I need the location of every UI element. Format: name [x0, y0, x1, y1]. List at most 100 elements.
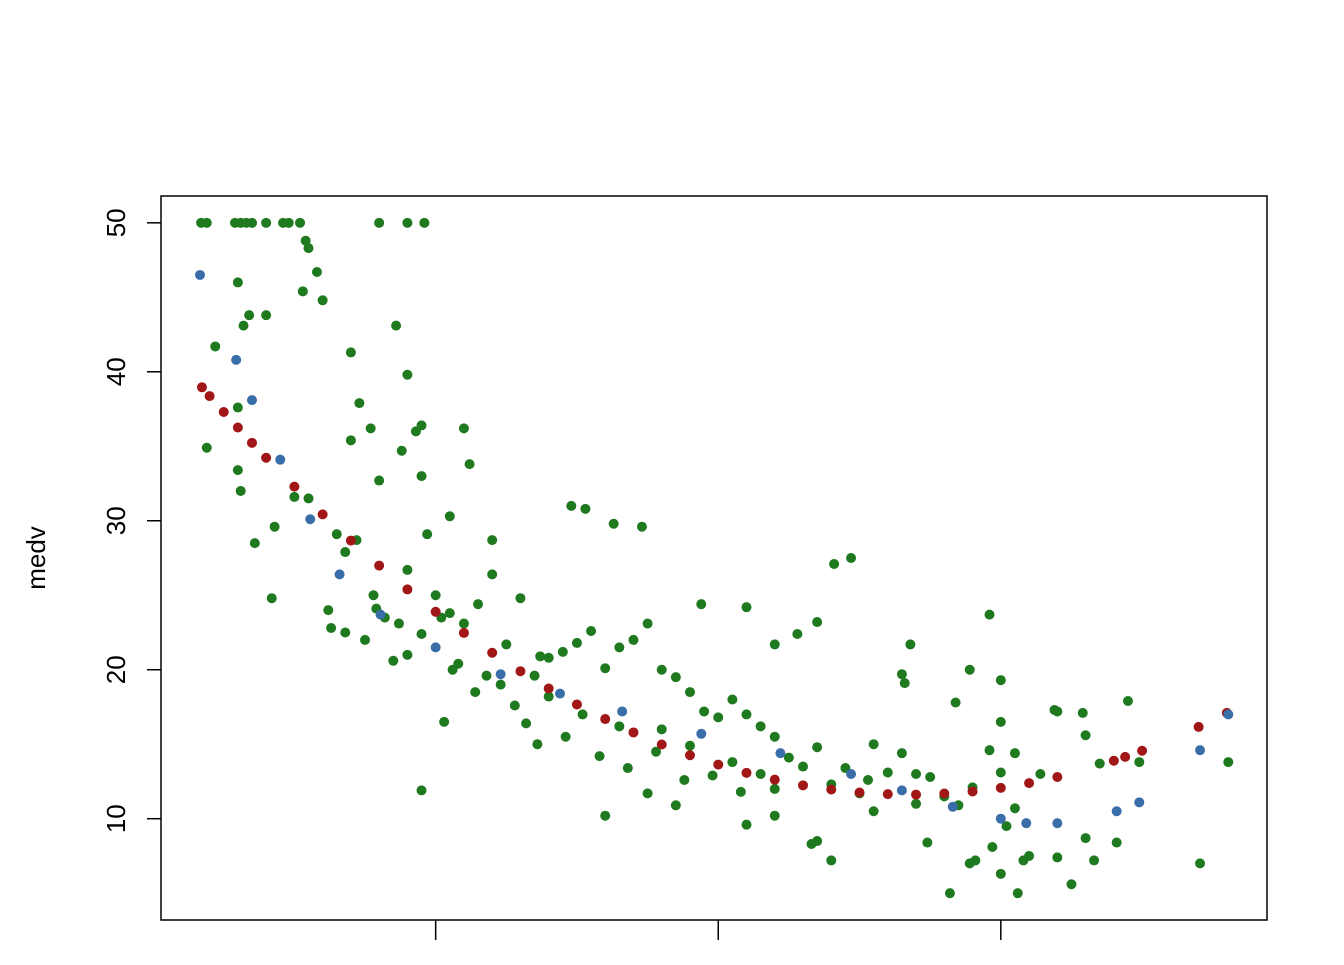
point [487, 535, 498, 546]
point [614, 721, 625, 732]
point [487, 647, 498, 658]
point [261, 452, 272, 463]
point [846, 553, 857, 563]
point [995, 813, 1006, 824]
point [925, 771, 936, 782]
point [1052, 818, 1063, 829]
point [1193, 721, 1204, 732]
point [922, 837, 933, 848]
point [535, 651, 546, 662]
point [501, 639, 512, 650]
point [201, 442, 212, 453]
point [882, 767, 893, 778]
point [360, 634, 371, 645]
point [1111, 837, 1122, 848]
y-tick-label: 10 [101, 804, 131, 833]
point [651, 746, 662, 757]
point [204, 391, 215, 402]
point [261, 310, 272, 321]
point [331, 529, 342, 540]
point [458, 618, 469, 629]
point [846, 769, 857, 780]
point [984, 609, 995, 620]
point [727, 757, 738, 768]
point [1021, 818, 1032, 829]
point [232, 422, 243, 433]
point [899, 678, 910, 689]
point [699, 706, 710, 717]
point [295, 217, 306, 228]
point [487, 569, 498, 580]
point [430, 642, 441, 653]
point [628, 634, 639, 645]
point [628, 727, 639, 738]
point [656, 724, 667, 735]
point [201, 217, 212, 228]
point [775, 748, 786, 759]
point [868, 806, 879, 817]
point [741, 767, 752, 778]
point [261, 217, 272, 228]
point [984, 745, 995, 756]
point [896, 748, 907, 759]
point [792, 628, 803, 639]
y-tick-label: 50 [101, 208, 131, 237]
point [684, 740, 695, 751]
point [416, 628, 427, 639]
point [1052, 852, 1063, 863]
point [554, 688, 565, 699]
point [246, 217, 257, 228]
point [1066, 879, 1077, 890]
point [473, 599, 484, 610]
point [495, 679, 506, 690]
point [571, 699, 582, 710]
point [905, 639, 916, 650]
point [334, 569, 345, 580]
point [944, 888, 955, 899]
point [1134, 797, 1145, 808]
point [868, 739, 879, 750]
point [600, 810, 611, 821]
point [402, 649, 413, 660]
point [769, 774, 780, 785]
point [987, 842, 998, 853]
point [375, 609, 386, 620]
point [323, 605, 334, 616]
point [447, 664, 458, 675]
point [393, 618, 404, 629]
point [896, 785, 907, 796]
point [967, 786, 978, 797]
point [769, 783, 780, 794]
point [515, 666, 526, 677]
point [1080, 833, 1091, 844]
point [995, 716, 1006, 727]
point [783, 752, 794, 763]
point [1195, 745, 1206, 756]
point [769, 810, 780, 821]
point [231, 354, 242, 365]
point [416, 785, 427, 796]
point [303, 493, 314, 504]
point [509, 700, 520, 711]
point [882, 789, 893, 800]
point [275, 454, 286, 465]
point [696, 728, 707, 739]
point [416, 420, 427, 431]
point [741, 709, 752, 720]
point [571, 637, 582, 648]
point [995, 868, 1006, 879]
point [600, 663, 611, 674]
point [543, 683, 554, 694]
point [670, 672, 681, 683]
point [218, 407, 229, 418]
point [464, 459, 475, 470]
point [289, 481, 300, 492]
point [232, 402, 243, 413]
point [995, 675, 1006, 686]
point [1089, 855, 1100, 866]
point [194, 269, 205, 280]
point [964, 858, 975, 869]
point [402, 564, 413, 575]
point [642, 788, 653, 799]
